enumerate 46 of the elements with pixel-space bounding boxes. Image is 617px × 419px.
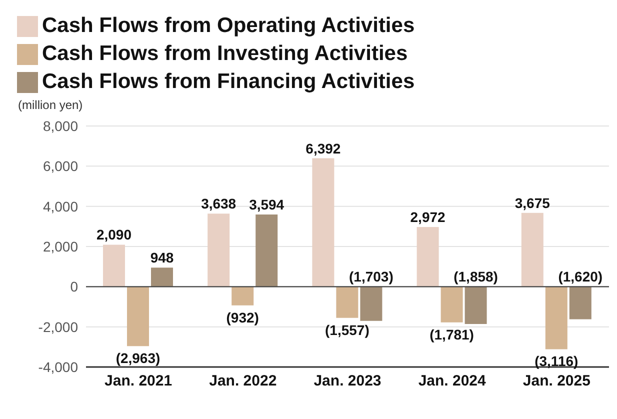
data-label: (1,557) [325,322,370,338]
bar [151,268,173,287]
bar [336,286,358,318]
data-label: (1,781) [430,326,474,342]
y-tick-label: -4,000 [38,358,78,375]
data-label: 3,594 [249,196,284,212]
data-label: (1,858) [454,268,498,285]
y-tick-label: 0 [70,278,78,295]
x-tick-label: Jan. 2023 [314,372,382,390]
y-tick-label: 6,000 [42,158,78,174]
data-label: (3,116) [534,353,578,370]
bar [545,286,568,350]
bar [521,212,544,287]
data-label: 3,638 [201,196,236,212]
bar [464,286,487,324]
legend-label: Cash Flows from Operating Activities [42,14,415,38]
bar [103,244,125,287]
bar [360,286,382,321]
bar [312,158,334,287]
bar [232,286,254,306]
data-label: 2,090 [96,226,132,243]
y-tick-label: -2,000 [38,318,78,335]
bar [208,214,230,287]
y-tick-label: 4,000 [42,198,78,214]
bar [127,286,149,346]
data-label: (1,703) [349,268,394,285]
data-label: (932) [226,309,259,326]
legend-label: Cash Flows from Financing Activities [42,70,415,94]
bar [256,214,278,287]
y-tick-label: 8,000 [42,118,78,134]
x-tick-label: Jan. 2024 [418,372,487,390]
bar [416,226,439,287]
data-label: (2,963) [116,350,160,366]
y-tick-label: 2,000 [42,238,78,254]
data-label: 6,392 [306,140,341,156]
data-label: 948 [150,250,174,266]
data-label: 3,675 [514,194,550,211]
bar [440,286,463,322]
bar [569,286,592,320]
x-tick-label: Jan. 2022 [209,372,277,390]
x-tick-label: Jan. 2025 [522,372,590,390]
x-tick-label: Jan. 2021 [104,372,172,390]
data-label: 2,972 [410,208,446,225]
legend-label: Cash Flows from Investing Activities [42,42,408,66]
y-axis-title: (million yen) [18,98,83,112]
data-label: (1,620) [558,268,603,285]
